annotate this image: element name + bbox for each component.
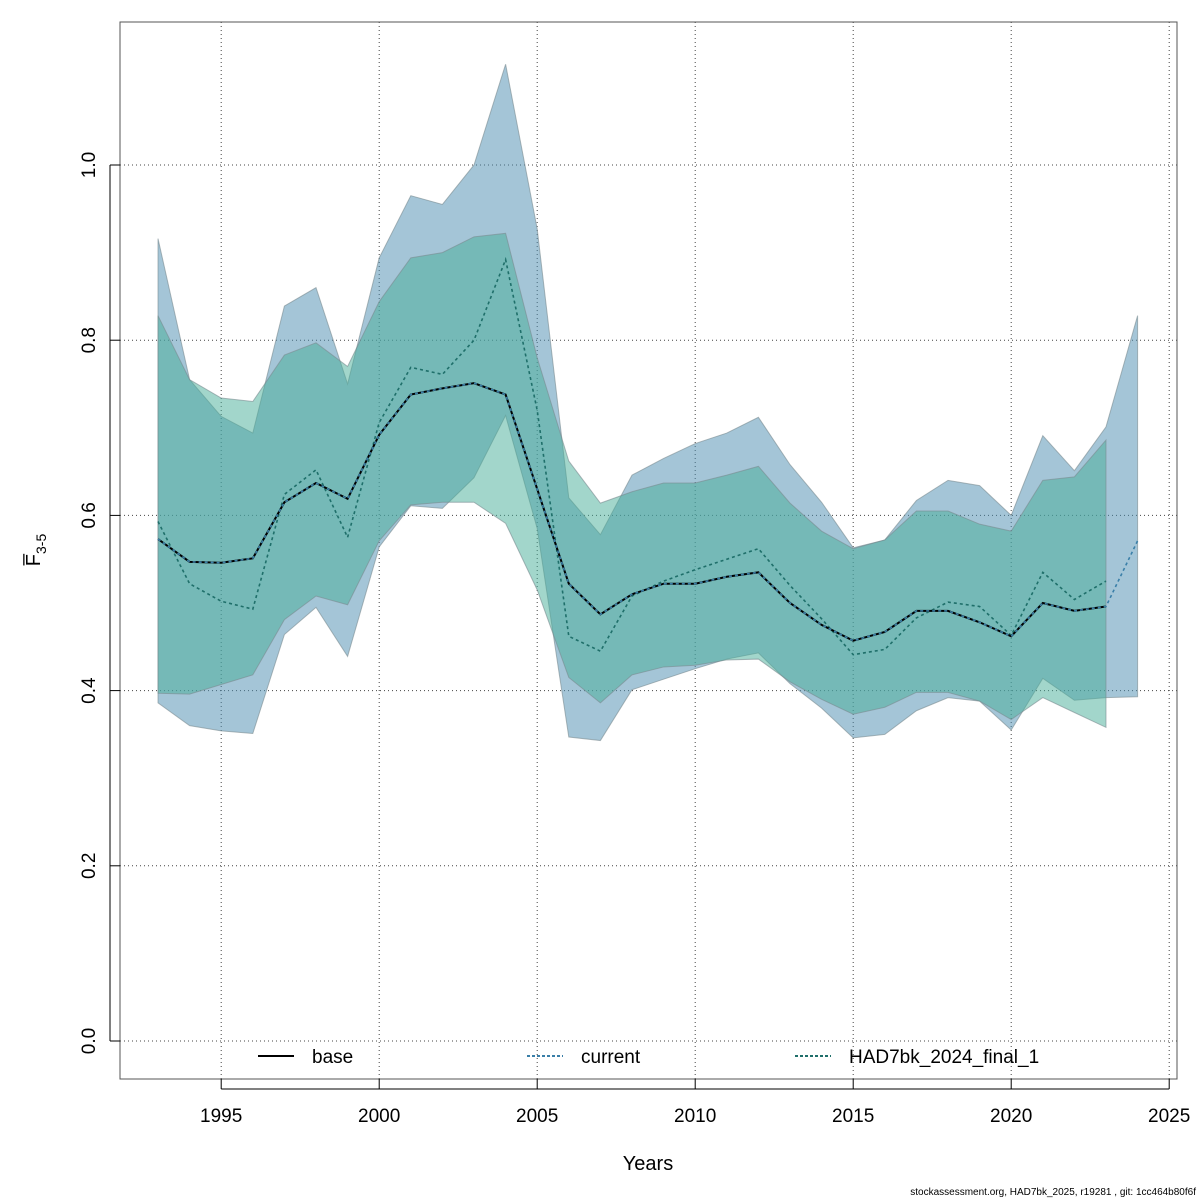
x-tick-label: 2005 [516,1106,558,1127]
band-HAD7bk_2024_final_1 [157,232,1107,729]
y-axis-label-subscript: 3-5 [33,534,49,554]
y-tick-label: 0.8 [79,327,100,353]
y-tick-label: 0.6 [79,502,100,528]
y-tick-label: 0.4 [79,677,100,704]
legend: base current HAD7bk_2024_final_1 [258,1047,1039,1068]
legend-label: base [312,1047,353,1068]
y-tick-label: 1.0 [79,152,100,178]
y-axis-label: F̅3-5 [22,534,49,567]
plot-frame [119,21,1178,1080]
line-HAD7bk_2024_final_1 [157,256,1107,656]
axes: 1995 2000 2005 2010 2015 2020 2025 0.0 0.2 0.4 0.6… [79,152,1190,1127]
x-axis-label: Years [623,1153,673,1175]
confidence-bands [157,64,1139,742]
legend-label: HAD7bk_2024_final_1 [849,1047,1039,1068]
svg-text:F̅3-5: F̅3-5 [22,534,49,567]
x-tick-label: 2010 [674,1106,716,1127]
x-tick-label: 2020 [990,1106,1032,1127]
x-tick-label: 2000 [358,1106,400,1127]
x-tick-label: 2015 [832,1106,874,1127]
line-current [157,382,1139,642]
x-tick-label: 2025 [1148,1106,1190,1127]
legend-label: current [581,1047,641,1068]
footer-credit: stockassessment.org, HAD7bk_2025, r19281… [910,1187,1196,1198]
y-axis-label-main: F̅ [22,554,45,567]
y-tick-label: 0.0 [79,1028,100,1054]
x-tick-label: 1995 [200,1106,242,1127]
y-tick-label: 0.2 [79,853,100,879]
series-lines [157,256,1139,656]
